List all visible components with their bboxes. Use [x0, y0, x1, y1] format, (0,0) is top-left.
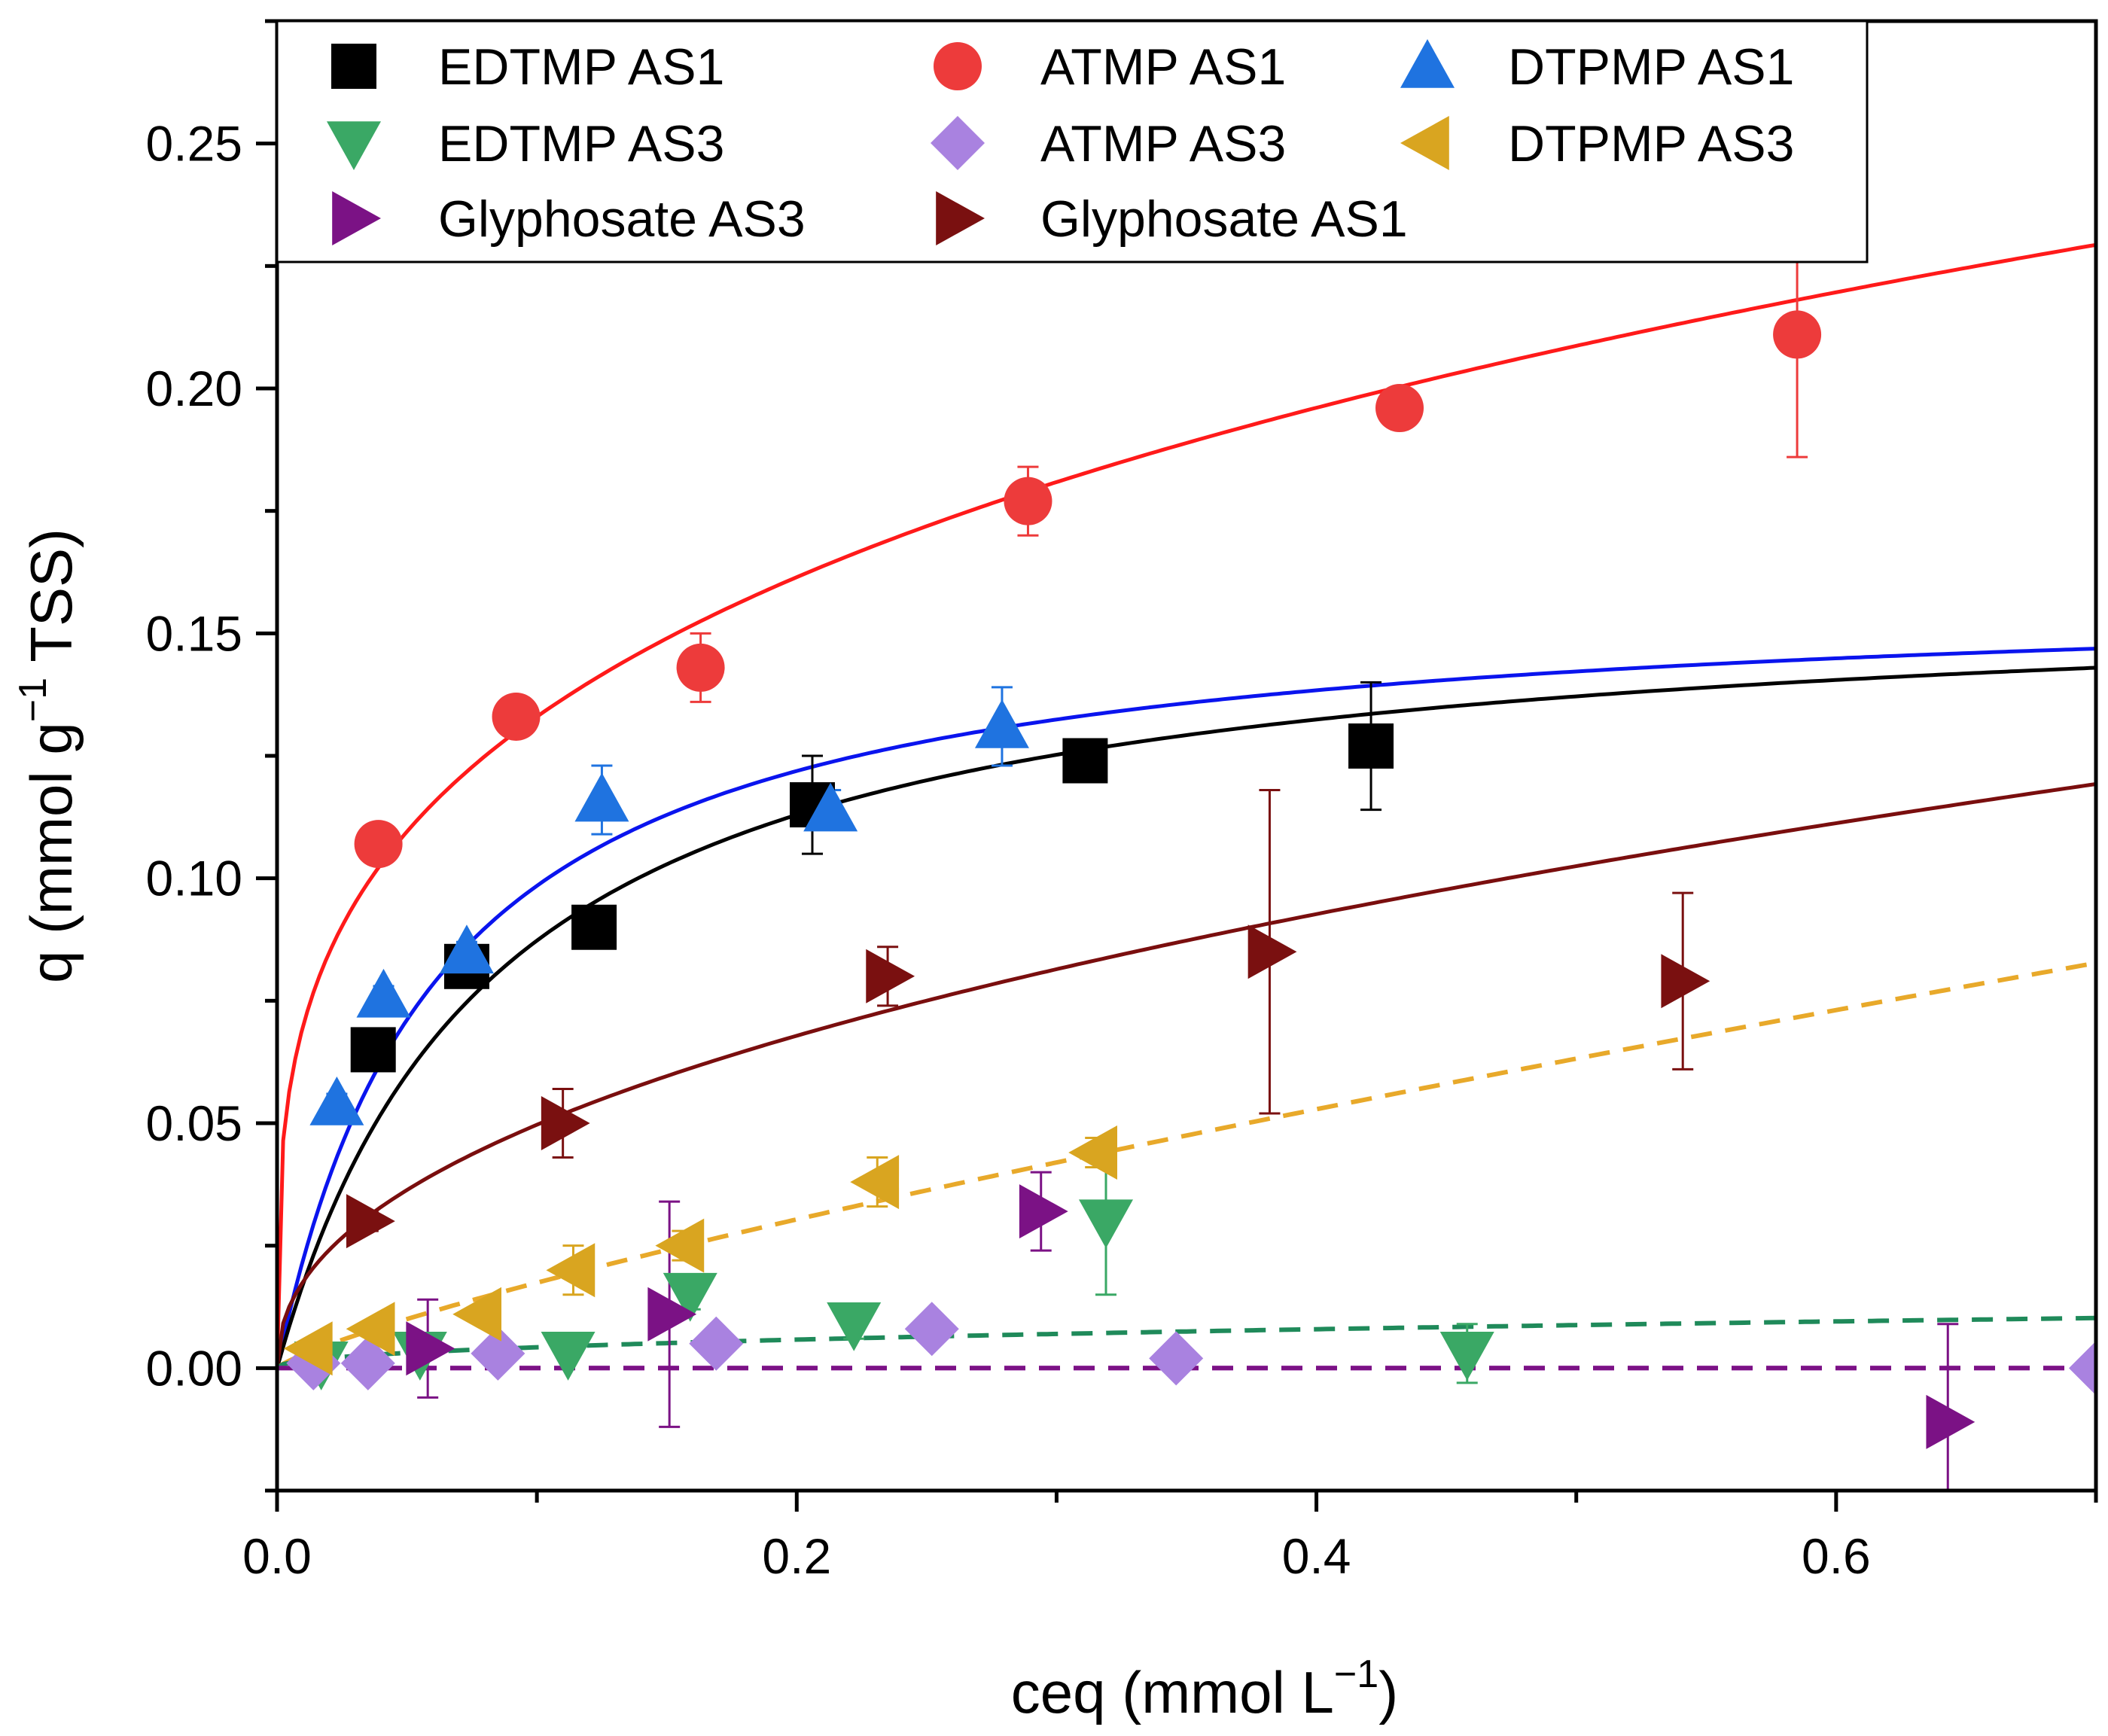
edtmp-as3-fit-line — [277, 1315, 2096, 1370]
dtpmp-as3-point — [1068, 1125, 1117, 1180]
x-axis-title-end: ) — [1378, 1659, 1398, 1725]
glyphosate-as1-fit-line — [277, 782, 2096, 1369]
dtpmp-as3-point — [283, 1321, 333, 1376]
edtmp-as1-point — [1348, 723, 1394, 769]
edtmp-as1-point — [1062, 738, 1108, 784]
x-tick-label: 0.6 — [1802, 1528, 1871, 1584]
atmp-as3-legend-marker — [931, 116, 985, 170]
atmp-as1-legend-marker — [934, 42, 982, 90]
atmp-as3-point — [904, 1302, 959, 1357]
legend-label: ATMP AS1 — [1040, 38, 1286, 96]
dtpmp-as1-point — [574, 772, 629, 822]
glyphosate-as1-legend-marker — [936, 191, 985, 245]
y-axis-title: q (mmol g−1 TSS) — [11, 528, 84, 983]
glyphosate-as3-point — [1926, 1394, 1975, 1449]
dtpmp-as3-fit-line — [277, 961, 2096, 1370]
atmp-as3-point — [1149, 1331, 1204, 1386]
glyphosate-as3-legend-marker — [332, 191, 381, 245]
glyphosate-as3-point — [1019, 1184, 1068, 1239]
dtpmp-as1-point — [439, 924, 494, 974]
legend: EDTMP AS1 ATMP AS1 DTPMP AS1 EDTMP AS3 ATMP … — [276, 20, 1869, 263]
x-axis: 0.0 0.2 0.4 0.6 — [242, 1491, 2098, 1584]
legend-label: Glyphosate AS1 — [1040, 190, 1408, 248]
edtmp-as3-legend-marker — [327, 121, 381, 170]
edtmp-as3-point — [1079, 1199, 1134, 1249]
x-tick-label: 0.0 — [242, 1528, 312, 1584]
edtmp-as1-legend-marker — [331, 44, 376, 89]
dtpmp-as1-point — [309, 1076, 364, 1125]
glyphosate-as1-point — [866, 949, 915, 1004]
legend-label: EDTMP AS3 — [438, 115, 724, 172]
edtmp-as1-point — [571, 904, 617, 950]
x-axis-title: ceq (mmol L−1) — [1011, 1652, 1398, 1725]
atmp-as1-point — [492, 692, 541, 741]
x-axis-title-sup: −1 — [1334, 1652, 1378, 1696]
y-tick-label: 0.00 — [146, 1340, 242, 1396]
dtpmp-as3-legend-marker — [1400, 116, 1449, 170]
edtmp-as3-point — [827, 1302, 882, 1351]
atmp-as3-point — [340, 1336, 395, 1390]
atmp-as1-fit-line — [277, 242, 2096, 1369]
legend-label: ATMP AS3 — [1040, 115, 1286, 172]
glyphosate-as3-point — [406, 1321, 455, 1376]
legend-item-edtmp-as3: EDTMP AS3 — [327, 115, 724, 172]
glyphosate-as1-point — [541, 1096, 590, 1150]
legend-item-dtpmp-as3: DTPMP AS3 — [1400, 115, 1794, 172]
atmp-as1-point — [676, 643, 725, 692]
x-tick-label: 0.2 — [762, 1528, 831, 1584]
y-axis-title-sup: −1 — [11, 678, 55, 722]
dtpmp-as1-point — [803, 782, 858, 832]
y-tick-label: 0.10 — [146, 851, 242, 906]
atmp-as3-point — [689, 1316, 744, 1371]
dtpmp-as3-point — [452, 1287, 502, 1342]
dtpmp-as3-point — [346, 1302, 395, 1357]
legend-item-dtpmp-as1: DTPMP AS1 — [1400, 38, 1794, 96]
atmp-as1-point — [1375, 384, 1424, 433]
dtpmp-as1-fit-line — [277, 647, 2096, 1369]
glyphosate-as3-point — [647, 1287, 697, 1342]
fit-curves — [277, 242, 2096, 1371]
y-axis: 0.00 0.05 0.10 0.15 0.20 0.25 — [146, 19, 277, 1493]
dtpmp-as3-point — [655, 1218, 705, 1273]
legend-label: Glyphosate AS3 — [438, 190, 806, 248]
legend-label: DTPMP AS1 — [1508, 38, 1794, 96]
y-tick-label: 0.25 — [146, 116, 242, 172]
y-axis-title-main: q (mmol g — [18, 722, 84, 983]
legend-item-atmp-as1: ATMP AS1 — [934, 38, 1286, 96]
atmp-as1-point — [354, 820, 403, 869]
atmp-as3-point — [2069, 1341, 2096, 1396]
edtmp-as1-fit-line — [277, 665, 2096, 1369]
legend-box — [276, 20, 1869, 263]
dtpmp-as1-legend-marker — [1400, 39, 1455, 88]
glyphosate-as1-point — [1661, 954, 1710, 1009]
y-tick-label: 0.20 — [146, 361, 242, 416]
legend-label: DTPMP AS3 — [1508, 115, 1794, 172]
atmp-as1-point — [1004, 477, 1052, 525]
legend-item-glyphosate-as1: Glyphosate AS1 — [936, 190, 1408, 248]
dtpmp-as1-point — [974, 699, 1029, 748]
legend-item-glyphosate-as3: Glyphosate AS3 — [332, 190, 806, 248]
y-tick-label: 0.15 — [146, 605, 242, 661]
glyphosate-as1-point — [1247, 924, 1297, 979]
dtpmp-as1-point — [356, 968, 411, 1018]
atmp-as1-point — [1773, 310, 1822, 359]
data-points — [283, 310, 2096, 1449]
y-tick-label: 0.05 — [146, 1095, 242, 1151]
dtpmp-as3-point — [850, 1155, 900, 1210]
legend-item-edtmp-as1: EDTMP AS1 — [331, 38, 724, 96]
dtpmp-as3-point — [546, 1243, 596, 1298]
atmp-as3-point — [471, 1326, 525, 1381]
glyphosate-as1-point — [346, 1194, 395, 1249]
edtmp-as1-point — [350, 1027, 396, 1073]
edtmp-as3-point — [1439, 1332, 1494, 1381]
legend-label: EDTMP AS1 — [438, 38, 724, 96]
x-tick-label: 0.4 — [1282, 1528, 1351, 1584]
edtmp-as3-point — [663, 1272, 717, 1322]
y-axis-title-end: TSS) — [18, 528, 84, 678]
x-axis-title-main: ceq (mmol L — [1011, 1659, 1334, 1725]
legend-item-atmp-as3: ATMP AS3 — [931, 115, 1286, 172]
edtmp-as3-point — [541, 1332, 596, 1381]
